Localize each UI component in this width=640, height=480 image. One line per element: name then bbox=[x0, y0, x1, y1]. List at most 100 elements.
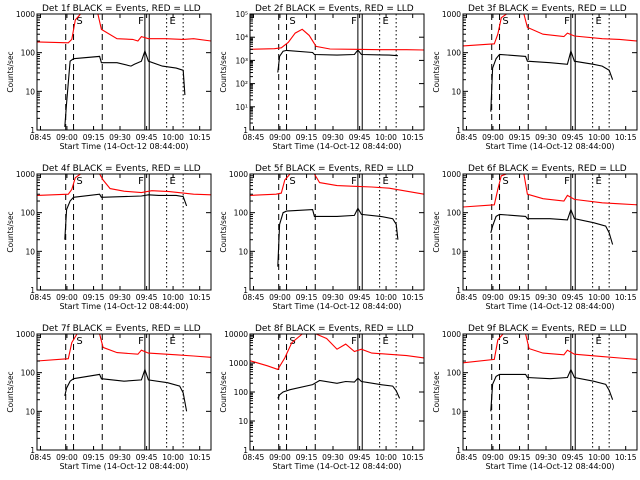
marker-label-f: F bbox=[138, 16, 144, 27]
series-line-events bbox=[277, 377, 401, 399]
series-line-events bbox=[277, 207, 399, 267]
x-tick-label: 10:15 bbox=[402, 133, 424, 142]
marker-label-s: S bbox=[502, 176, 508, 187]
y-tick-label: 100 bbox=[447, 369, 462, 378]
x-axis-label: Start Time (14-Oct-12 08:44:00) bbox=[485, 302, 614, 311]
x-tick-label: 09:45 bbox=[562, 453, 584, 462]
y-tick-label: 1000 bbox=[229, 170, 248, 179]
x-tick-label: 08:45 bbox=[243, 453, 265, 462]
chart-title: Det 9f BLACK = Events, RED = LLD bbox=[468, 324, 627, 334]
y-axis-label: Counts/sec bbox=[432, 371, 441, 412]
y-tick-label: 10 bbox=[451, 407, 461, 416]
chart-title: Det 3f BLACK = Events, RED = LLD bbox=[468, 4, 627, 14]
series-line-events bbox=[64, 49, 186, 127]
marker-label-f: F bbox=[138, 336, 144, 347]
plot-frame bbox=[36, 333, 212, 451]
plot-frame bbox=[249, 13, 425, 131]
plot-frame bbox=[249, 333, 425, 451]
x-tick-label: 09:00 bbox=[269, 453, 291, 462]
chart-panel-5: Det 5f BLACK = Events, RED = LLD S F E 1 10 10… bbox=[219, 164, 425, 311]
series-line-events bbox=[64, 193, 188, 240]
x-tick-label: 09:00 bbox=[269, 133, 291, 142]
x-tick-label: 08:45 bbox=[456, 293, 478, 302]
x-tick-label: 08:45 bbox=[243, 133, 265, 142]
x-tick-label: 10:15 bbox=[402, 293, 424, 302]
x-tick-label: 10:15 bbox=[402, 453, 424, 462]
x-tick-label: 08:45 bbox=[456, 453, 478, 462]
x-tick-label: 09:15 bbox=[296, 453, 318, 462]
y-tick-label: 1000 bbox=[16, 170, 35, 179]
x-tick-label: 10:00 bbox=[162, 133, 184, 142]
x-tick-label: 10:15 bbox=[615, 133, 637, 142]
marker-label-e: E bbox=[383, 16, 389, 27]
y-tick-label: 1000 bbox=[229, 359, 248, 368]
x-tick-label: 09:45 bbox=[136, 133, 158, 142]
x-tick-label: 09:15 bbox=[83, 293, 105, 302]
chart-panel-3: Det 3f BLACK = Events, RED = LLD S F E 1 10 10… bbox=[432, 4, 638, 151]
chart-panel-7: Det 7f BLACK = Events, RED = LLD S F E 1 10 10… bbox=[6, 324, 212, 471]
marker-label-s: S bbox=[502, 336, 508, 347]
chart-title: Det 5f BLACK = Events, RED = LLD bbox=[255, 164, 414, 174]
y-tick-label: 1 bbox=[30, 446, 35, 455]
y-tick-label: 10 bbox=[238, 417, 248, 426]
y-axis-label: Counts/sec bbox=[6, 51, 15, 92]
marker-label-f: F bbox=[138, 176, 144, 187]
x-tick-label: 09:00 bbox=[56, 133, 78, 142]
plot-frame bbox=[36, 13, 212, 131]
y-tick-label: 1 bbox=[243, 126, 248, 135]
chart-panel-2: Det 2f BLACK = Events, RED = LLD S F E 1 10¹ 1… bbox=[219, 4, 425, 151]
series-line-lld bbox=[249, 333, 425, 371]
y-tick-label: 1000 bbox=[442, 10, 461, 19]
plot-frame bbox=[36, 173, 212, 291]
x-tick-label: 09:00 bbox=[482, 293, 504, 302]
x-tick-label: 09:45 bbox=[136, 293, 158, 302]
x-tick-label: 10:15 bbox=[615, 453, 637, 462]
y-tick-label: 100 bbox=[447, 209, 462, 218]
x-tick-label: 09:30 bbox=[109, 453, 131, 462]
x-tick-label: 08:45 bbox=[243, 293, 265, 302]
x-tick-label: 10:00 bbox=[375, 453, 397, 462]
plot-frame bbox=[462, 333, 638, 451]
y-tick-label: 10 bbox=[25, 87, 35, 96]
x-tick-label: 09:15 bbox=[83, 133, 105, 142]
marker-label-f: F bbox=[564, 16, 570, 27]
marker-label-s: S bbox=[289, 16, 295, 27]
marker-label-s: S bbox=[76, 16, 82, 27]
series-line-events bbox=[277, 49, 398, 73]
x-tick-label: 09:45 bbox=[349, 293, 371, 302]
x-tick-label: 09:00 bbox=[56, 453, 78, 462]
x-tick-label: 09:30 bbox=[109, 133, 131, 142]
chart-title: Det 2f BLACK = Events, RED = LLD bbox=[255, 4, 414, 14]
series-line-lld bbox=[36, 13, 212, 44]
series-line-lld bbox=[462, 13, 638, 47]
x-axis-label: Start Time (14-Oct-12 08:44:00) bbox=[59, 462, 188, 471]
x-tick-label: 10:00 bbox=[588, 453, 610, 462]
marker-label-e: E bbox=[383, 336, 389, 347]
chart-panel-6: Det 6f BLACK = Events, RED = LLD S F E 1 10 10… bbox=[432, 164, 638, 311]
marker-label-f: F bbox=[564, 336, 570, 347]
series-line-lld bbox=[36, 173, 212, 196]
x-tick-label: 09:15 bbox=[83, 453, 105, 462]
marker-label-e: E bbox=[383, 176, 389, 187]
y-tick-label: 100 bbox=[21, 49, 36, 58]
x-tick-label: 09:30 bbox=[535, 133, 557, 142]
x-axis-label: Start Time (14-Oct-12 08:44:00) bbox=[272, 142, 401, 151]
plot-frame bbox=[462, 173, 638, 291]
y-tick-label: 1 bbox=[456, 286, 461, 295]
x-tick-label: 10:00 bbox=[162, 453, 184, 462]
marker-label-e: E bbox=[596, 336, 602, 347]
series-line-lld bbox=[249, 173, 425, 196]
marker-label-e: E bbox=[170, 336, 176, 347]
y-axis-label: Counts/sec bbox=[6, 211, 15, 252]
series-line-events bbox=[64, 367, 188, 412]
x-tick-label: 09:30 bbox=[322, 453, 344, 462]
chart-title: Det 8f BLACK = Events, RED = LLD bbox=[255, 324, 414, 334]
y-tick-label: 100 bbox=[21, 209, 36, 218]
y-tick-label: 1 bbox=[243, 446, 248, 455]
chart-panel-9: Det 9f BLACK = Events, RED = LLD S F E 1 10 10… bbox=[432, 324, 638, 471]
chart-title: Det 1f BLACK = Events, RED = LLD bbox=[42, 4, 201, 14]
marker-label-e: E bbox=[170, 176, 176, 187]
series-line-lld bbox=[249, 28, 425, 51]
y-tick-label: 10³ bbox=[235, 56, 248, 65]
marker-label-e: E bbox=[170, 16, 176, 27]
